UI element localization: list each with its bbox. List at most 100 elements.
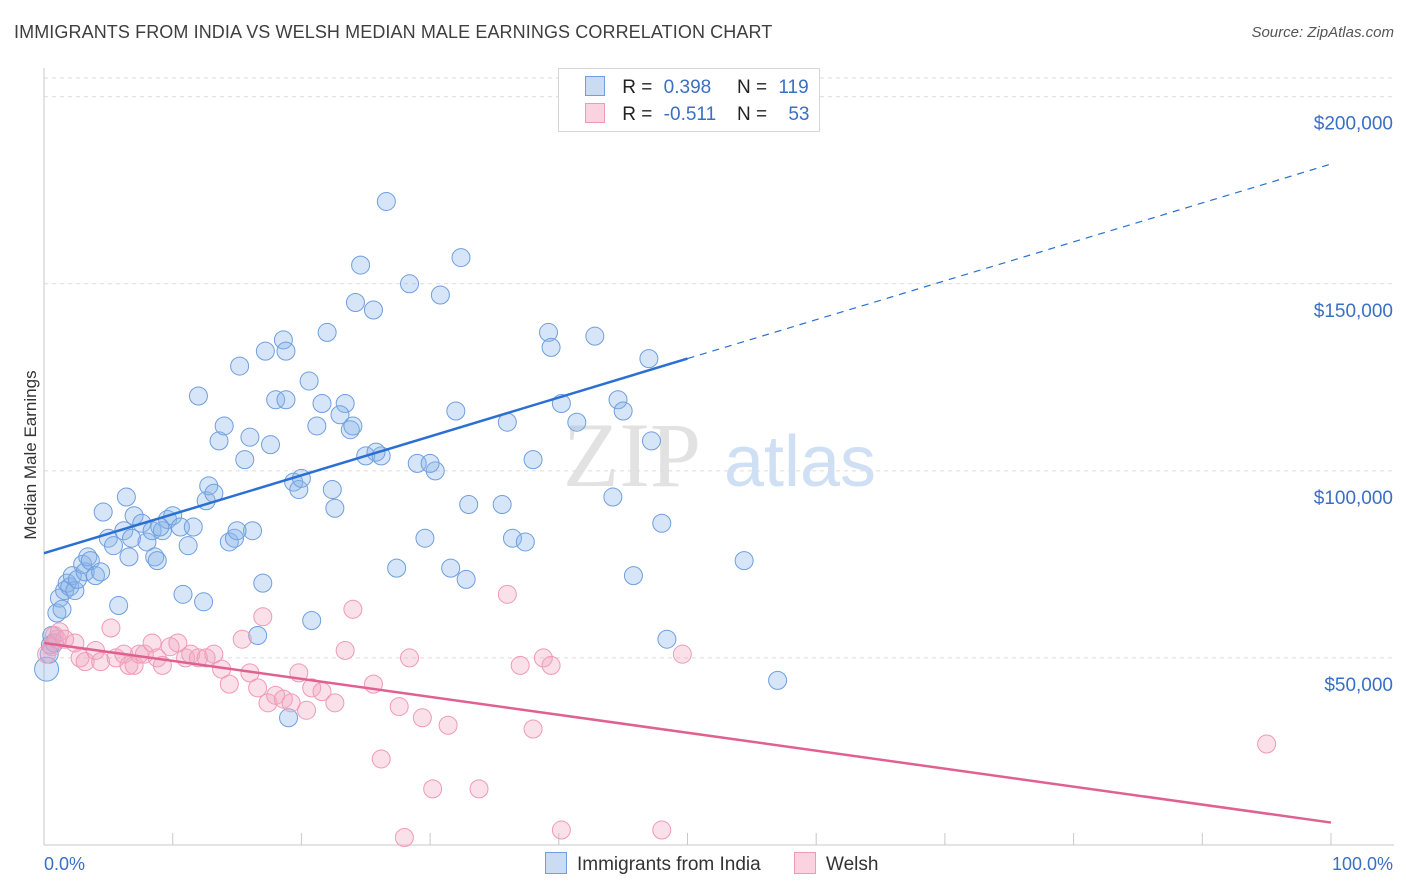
india-point [768,670,788,690]
india-point [446,401,466,421]
india-point [248,625,268,645]
welsh-point [394,828,414,848]
welsh-point [253,607,273,627]
india-point [147,551,167,571]
india-point [47,603,67,623]
india-point [279,708,299,728]
india-point [420,453,440,473]
india-point [734,551,754,571]
india-point [623,566,643,586]
india-point [335,394,355,414]
india-point [119,547,139,567]
india-point [608,390,628,410]
welsh-point [188,648,208,668]
india-point [307,416,327,436]
legend-row-welsh: R = -0.511 N = 53 [585,103,809,129]
legend-r-value: -0.511 [663,104,717,125]
india-point [116,487,136,507]
welsh-point [652,820,672,840]
india-point [52,599,72,619]
india-point [539,322,559,342]
india-point [273,330,293,350]
india-point [235,450,255,470]
india-point [122,528,142,548]
series-swatch-india [545,852,567,874]
welsh-trend-line [43,641,1332,824]
legend-row-india: R = 0.398 N = 119 [585,76,809,102]
watermark-atlas: atlas [724,422,876,502]
legend-r-value: 0.398 [663,77,712,98]
india-point [289,480,309,500]
india-point [441,558,461,578]
x-tick-label: 0.0% [44,854,85,874]
legend-swatch-india [585,76,605,96]
welsh-point [101,618,121,638]
india-point [266,390,286,410]
india-point [170,517,190,537]
india-point [541,337,561,357]
india-point [276,390,296,410]
legend-n-label: N = [736,77,768,98]
india-point [65,581,85,601]
india-trend-line [43,357,688,555]
india-point [67,569,87,589]
welsh-point [389,697,409,717]
india-point [255,341,275,361]
india-point [657,629,677,649]
india-point [613,401,633,421]
india-point [188,386,208,406]
welsh-point [325,693,345,713]
india-point [585,326,605,346]
india-point [343,416,363,436]
welsh-point [469,779,489,799]
y-axis-label: Median Male Earnings [21,370,40,539]
welsh-point [91,652,111,672]
india-point [214,416,234,436]
source-label: Source: ZipAtlas.com [1251,24,1394,41]
series-label-welsh: Welsh [826,854,879,875]
india-point [242,521,262,541]
welsh-point [412,708,432,728]
india-point [183,517,203,537]
india-point [502,528,522,548]
india-point [325,498,345,518]
series-legend-india[interactable]: Immigrants from India [545,852,761,876]
india-point [407,453,427,473]
welsh-point [55,629,75,649]
india-point [145,547,165,567]
data-points [34,191,1277,848]
india-point [459,495,479,515]
welsh-point [168,633,188,653]
welsh-point [343,599,363,619]
legend-n-value: 53 [788,104,810,125]
india-point [194,592,214,612]
india-point [351,255,371,275]
india-point [109,596,129,616]
india-point [652,513,672,533]
chart-title: IMMIGRANTS FROM INDIA VS WELSH MEDIAN MA… [14,22,773,42]
y-tick-label: $50,000 [1324,675,1393,696]
welsh-point [1257,734,1277,754]
india-point [492,495,512,515]
tick-labels: $50,000 $100,000 $150,000 $200,000 0.0% 100.0… [44,114,1393,874]
india-point [515,532,535,552]
india-point [75,562,95,582]
india-point [230,356,250,376]
india-point [317,322,337,342]
series-legend-welsh[interactable]: Welsh [794,852,878,876]
watermark: ZIP atlas [563,404,876,506]
india-point [78,547,98,567]
stats-legend: R = 0.398 N = 119 R = -0.511 N = 53 [558,68,820,132]
india-point [340,420,360,440]
india-point [219,532,239,552]
welsh-point [335,640,355,660]
x-tick-label: 100.0% [1332,854,1393,874]
series-label-india: Immigrants from India [577,854,761,875]
india-point [55,581,75,601]
india-point [639,349,659,369]
y-tick-label: $200,000 [1314,114,1393,135]
welsh-point [551,820,571,840]
welsh-point [248,678,268,698]
india-point [209,431,229,451]
